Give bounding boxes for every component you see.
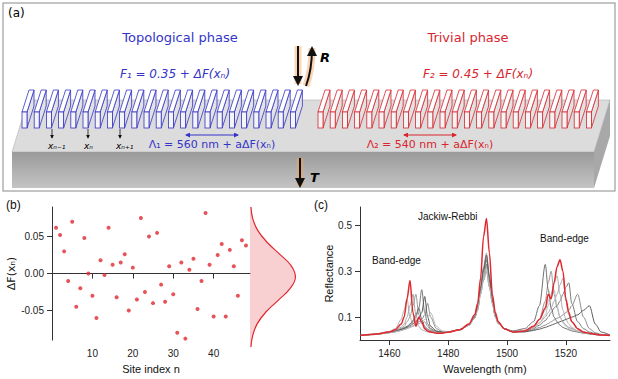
svg-text:F₁ = 0.35 + ΔF(xₙ): F₁ = 0.35 + ΔF(xₙ) [120, 67, 230, 81]
svg-text:Topological phase: Topological phase [121, 30, 237, 45]
svg-text:R: R [320, 50, 330, 65]
svg-text:T: T [310, 170, 320, 185]
svg-text:1520: 1520 [555, 348, 578, 359]
svg-text:Wavelength (nm): Wavelength (nm) [443, 363, 526, 375]
svg-text:Band-edge: Band-edge [540, 233, 589, 244]
svg-text:1460: 1460 [378, 348, 401, 359]
svg-text:(b): (b) [6, 198, 21, 212]
svg-text:(c): (c) [314, 198, 328, 212]
svg-text:Λ₁ = 560 nm + aΔF(xₙ): Λ₁ = 560 nm + aΔF(xₙ) [149, 138, 276, 151]
svg-text:20: 20 [127, 348, 139, 359]
svg-text:Reflectance: Reflectance [323, 245, 335, 303]
svg-text:F₂ = 0.45 + ΔF(xₙ): F₂ = 0.45 + ΔF(xₙ) [423, 67, 533, 81]
svg-text:Trivial phase: Trivial phase [426, 30, 508, 45]
svg-text:xₙ: xₙ [83, 141, 93, 151]
svg-text:10: 10 [87, 348, 99, 359]
svg-text:0.3: 0.3 [338, 266, 352, 277]
svg-text:0.1: 0.1 [338, 312, 352, 323]
svg-text:xₙ₋₁: xₙ₋₁ [47, 141, 66, 151]
svg-text:0.5: 0.5 [338, 220, 352, 231]
svg-text:0.05: 0.05 [25, 231, 45, 242]
svg-text:Λ₂ = 540 nm + aΔF(xₙ): Λ₂ = 540 nm + aΔF(xₙ) [367, 138, 494, 151]
svg-text:(a): (a) [8, 6, 25, 20]
svg-text:xₙ₊₁: xₙ₊₁ [115, 141, 134, 151]
svg-text:Band-edge: Band-edge [372, 255, 421, 266]
svg-text:1480: 1480 [437, 348, 460, 359]
svg-text:-0.05: -0.05 [21, 305, 44, 316]
svg-text:1500: 1500 [496, 348, 519, 359]
svg-text:0.00: 0.00 [25, 268, 45, 279]
svg-text:Site index n: Site index n [122, 363, 179, 375]
svg-text:Jackiw-Rebbi: Jackiw-Rebbi [418, 211, 477, 222]
svg-text:40: 40 [208, 348, 220, 359]
svg-text:ΔF(xₙ): ΔF(xₙ) [5, 257, 18, 290]
svg-text:30: 30 [168, 348, 180, 359]
